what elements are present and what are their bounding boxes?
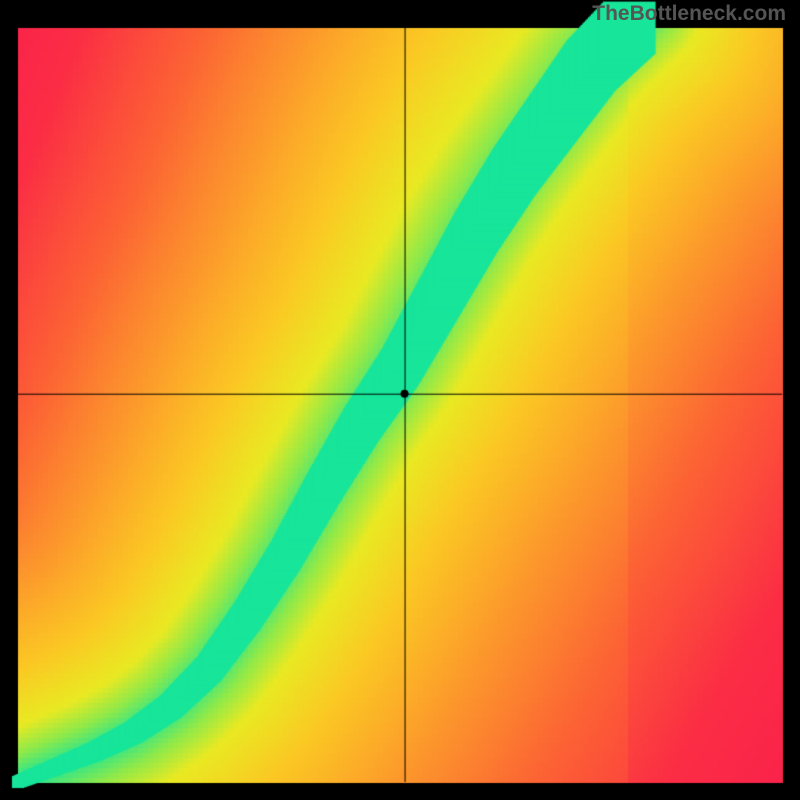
heatmap-figure: TheBottleneck.com	[0, 0, 800, 800]
heatmap-canvas	[0, 0, 800, 800]
